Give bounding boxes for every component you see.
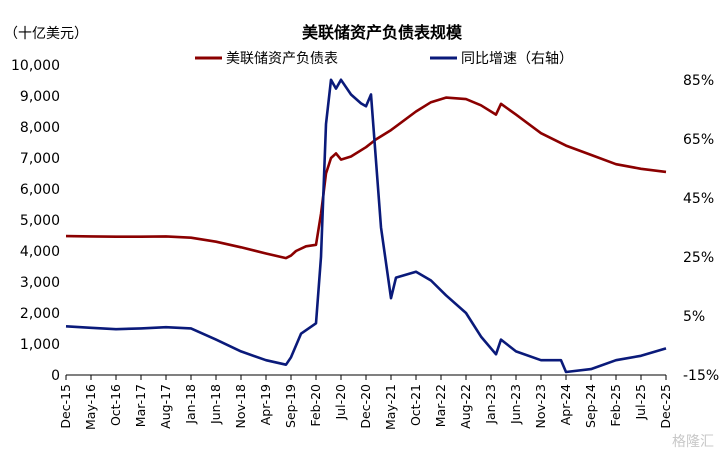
x-tick-label-5: Jan-18 <box>183 384 198 425</box>
right-tick-label-4: 65% <box>683 132 714 148</box>
x-tick-label-19: Nov-23 <box>533 384 548 428</box>
x-tick-label-22: Feb-25 <box>608 384 623 427</box>
legend: 美联储资产负债表 同比增速（右轴） <box>195 51 573 67</box>
left-tick-label-5: 5,000 <box>20 213 60 229</box>
chart-title: 美联储资产负债表规模 <box>302 23 463 42</box>
left-tick-label-9: 9,000 <box>20 89 60 105</box>
x-tick-label-15: Mar-22 <box>433 384 448 427</box>
x-tick-label-12: Dec-20 <box>358 384 373 429</box>
x-tick-label-1: May-16 <box>83 384 98 430</box>
x-tick-label-17: Jan-23 <box>483 384 498 425</box>
left-tick-label-3: 3,000 <box>20 275 60 291</box>
left-axis-ticks: 0 1,000 2,000 3,000 4,000 5,000 6,000 7,000 8,00… <box>11 58 60 384</box>
x-tick-label-16: Aug-22 <box>458 384 473 429</box>
right-axis-ticks: -15% 5% 25% 45% 65% 85% <box>683 73 719 384</box>
left-tick-label-7: 7,000 <box>20 151 60 167</box>
x-axis-ticks: Dec-15 May-16 Oct-16 Mar-17 Aug-17 Jan-18 Jun-… <box>58 375 673 430</box>
legend-label-growth: 同比增速（右轴） <box>461 51 573 67</box>
left-tick-label-4: 4,000 <box>20 244 60 260</box>
right-tick-label-3: 45% <box>683 191 714 207</box>
x-tick-label-14: Oct-21 <box>408 384 423 426</box>
left-tick-label-1: 1,000 <box>20 337 60 353</box>
x-tick-label-0: Dec-15 <box>58 384 73 429</box>
x-tick-label-8: Apr-19 <box>258 384 273 425</box>
right-tick-label-2: 25% <box>683 250 714 266</box>
x-tick-label-21: Sep-24 <box>583 384 598 428</box>
left-tick-label-10: 10,000 <box>11 58 60 74</box>
left-tick-label-6: 6,000 <box>20 182 60 198</box>
right-tick-label-1: 5% <box>683 309 705 325</box>
left-tick-label-0: 0 <box>51 368 60 384</box>
x-tick-label-13: May-21 <box>383 384 398 430</box>
right-tick-label-0: -15% <box>683 368 719 384</box>
x-tick-label-9: Sep-19 <box>283 384 298 428</box>
x-tick-label-3: Mar-17 <box>133 384 148 427</box>
series-line-balance <box>65 96 667 260</box>
left-tick-label-2: 2,000 <box>20 306 60 322</box>
x-tick-label-6: Jun-18 <box>208 384 223 425</box>
x-tick-label-23: Jul-25 <box>633 384 648 421</box>
x-tick-label-24: Dec-25 <box>658 384 673 429</box>
left-axis-unit-label: （十亿美元） <box>4 26 88 42</box>
x-tick-label-2: Oct-16 <box>108 384 123 426</box>
legend-label-balance: 美联储资产负债表 <box>226 51 338 67</box>
right-tick-label-5: 85% <box>683 73 714 89</box>
x-tick-label-7: Nov-18 <box>233 384 248 429</box>
x-tick-label-4: Aug-17 <box>158 384 173 429</box>
left-tick-label-8: 8,000 <box>20 120 60 136</box>
x-tick-label-10: Feb-20 <box>308 384 323 427</box>
x-tick-label-18: Jun-23 <box>508 384 523 425</box>
watermark-text: 格隆汇 <box>672 434 714 450</box>
x-tick-label-20: Apr-24 <box>558 384 573 425</box>
x-tick-label-11: Jul-20 <box>333 384 348 421</box>
series-line-growth <box>65 78 667 374</box>
